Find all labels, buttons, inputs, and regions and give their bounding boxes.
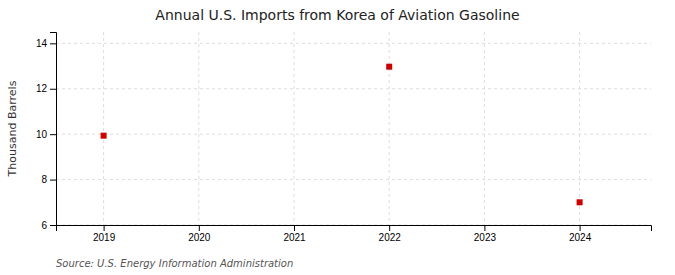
- tick-label: 2021: [283, 232, 306, 243]
- tick: 2020: [188, 225, 211, 243]
- tick-label: 2019: [93, 232, 116, 243]
- tick-label: 2024: [569, 232, 592, 243]
- tick-mark: [580, 225, 581, 231]
- tick-label: 2020: [188, 232, 211, 243]
- title: Annual U.S. Imports from Korea of Aviati…: [155, 7, 519, 23]
- grid-line: [56, 179, 651, 180]
- tick-mark: [50, 180, 56, 181]
- tick-label: 2023: [474, 232, 497, 243]
- tick: 6: [41, 220, 56, 231]
- tick: 2019: [93, 225, 116, 243]
- tick: 2022: [379, 225, 402, 243]
- tick: 12: [36, 83, 56, 94]
- grid: [56, 32, 651, 225]
- points: [101, 64, 583, 206]
- axis-line: [57, 226, 652, 232]
- tick-label: 12: [36, 83, 48, 94]
- tick-label: 2022: [379, 232, 402, 243]
- tick-mark: [294, 225, 295, 231]
- tick-mark: [50, 134, 56, 135]
- y-axis: 6 8 10 12 14: [36, 33, 57, 231]
- tick-mark: [484, 225, 485, 231]
- point: [101, 133, 107, 139]
- grid-line: [198, 32, 199, 225]
- tick-mark: [104, 225, 105, 231]
- grid-line: [294, 32, 295, 225]
- tick-mark: [50, 225, 56, 226]
- tick-mark: [50, 43, 56, 44]
- point: [386, 64, 392, 70]
- grid-line: [103, 32, 104, 225]
- tick: 14: [36, 38, 56, 49]
- tick-label: 14: [36, 38, 48, 49]
- tick: 2024: [569, 225, 592, 243]
- tick: 8: [41, 174, 56, 185]
- y-axis-title: Thousand Barrels: [6, 80, 19, 177]
- tick-label: 6: [41, 220, 47, 231]
- plot: 2019 2020 2021 2022 2023 2024 6 8 10 12 14: [36, 32, 652, 243]
- tick: 10: [36, 129, 56, 140]
- grid-line: [56, 43, 651, 44]
- axis-line: [50, 33, 57, 226]
- tick: 2021: [283, 225, 306, 243]
- tick-label: 10: [36, 129, 48, 140]
- tick-mark: [199, 225, 200, 231]
- source: Source: U.S. Energy Information Administ…: [56, 258, 293, 269]
- tick-label: 8: [41, 174, 47, 185]
- x-axis: 2019 2020 2021 2022 2023 2024: [57, 225, 652, 243]
- tick: 2023: [474, 225, 497, 243]
- tick-mark: [50, 89, 56, 90]
- grid-line: [56, 88, 651, 89]
- grid-line: [579, 32, 580, 225]
- grid-line: [389, 32, 390, 225]
- tick-mark: [389, 225, 390, 231]
- point: [577, 199, 583, 205]
- grid-line: [484, 32, 485, 225]
- chart: 2019 2020 2021 2022 2023 2024 6 8 10 12 14 Annual U…: [0, 0, 675, 275]
- grid-line: [56, 134, 651, 135]
